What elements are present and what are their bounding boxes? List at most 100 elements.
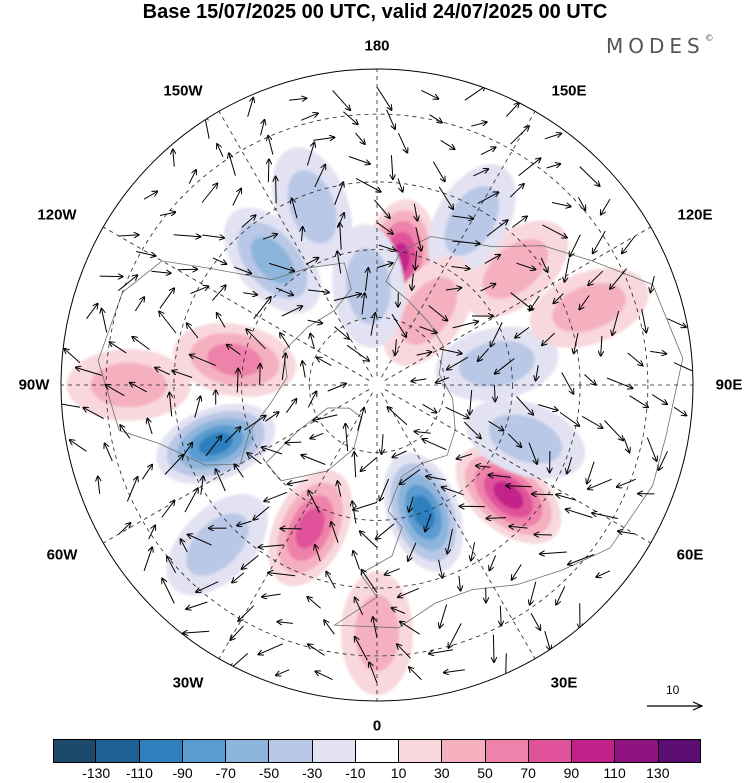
wind-vector — [281, 306, 302, 317]
wind-vector — [183, 631, 210, 633]
wind-vector — [188, 170, 196, 184]
wind-vector — [159, 212, 175, 215]
wind-vector — [579, 166, 600, 186]
wind-vector — [216, 469, 226, 492]
wind-vector — [650, 275, 655, 292]
wind-vector — [61, 402, 80, 408]
wind-vector — [673, 406, 686, 415]
wind-vector — [505, 103, 519, 117]
colorbar-swatch — [269, 739, 313, 763]
wind-vector — [428, 305, 448, 321]
wind-vector — [387, 407, 408, 426]
wind-vector — [646, 437, 656, 461]
wind-vector — [489, 555, 497, 570]
anomaly-center — [465, 399, 586, 479]
wind-vector — [397, 178, 403, 191]
wind-vector — [486, 518, 507, 519]
wind-vector — [470, 389, 472, 414]
colorbar-swatch — [442, 739, 486, 763]
wind-vector — [332, 90, 351, 110]
wind-vector — [205, 436, 221, 457]
wind-vector — [400, 469, 421, 485]
wind-vector — [164, 455, 183, 475]
wind-vector — [317, 358, 332, 367]
wind-vector — [397, 132, 407, 153]
wind-vector — [361, 456, 378, 471]
wind-vector — [288, 479, 309, 484]
wind-vector — [308, 491, 320, 513]
wind-vector — [579, 295, 590, 310]
wind-vector — [477, 192, 499, 204]
wind-vector — [237, 520, 252, 525]
anomaly-contour — [552, 283, 626, 333]
wind-vector — [148, 526, 155, 540]
colorbar-swatch — [658, 739, 701, 763]
wind-vector — [412, 273, 414, 289]
wind-vector — [538, 404, 557, 411]
colorbar-tick-label: -70 — [215, 765, 236, 781]
colorbar-tick-label: 110 — [603, 765, 626, 781]
coastline — [97, 260, 352, 466]
anomaly-contour — [295, 507, 325, 549]
wind-vector — [143, 547, 152, 571]
wind-vector — [337, 481, 340, 497]
colorbar-tick-label: -90 — [172, 765, 193, 781]
wind-vector — [232, 572, 245, 583]
wind-vector — [190, 355, 216, 366]
wind-vector — [143, 192, 157, 200]
wind-vector — [159, 288, 174, 309]
wind-vector — [130, 383, 148, 393]
wind-vector — [415, 250, 417, 270]
wind-vector — [234, 464, 244, 478]
colorbar-swatch — [399, 739, 443, 763]
wind-vector — [584, 374, 595, 385]
wind-vector — [188, 535, 212, 546]
lon-label-0: 0 — [372, 717, 382, 735]
wind-vector — [516, 396, 534, 415]
wind-vector — [345, 424, 347, 452]
wind-vector — [588, 478, 612, 489]
wind-vector — [202, 235, 224, 238]
wind-vector — [574, 332, 579, 353]
wind-vector — [105, 385, 125, 397]
wind-vector — [429, 114, 442, 123]
wind-vector — [409, 667, 422, 680]
wind-vector — [337, 251, 342, 274]
wind-vector — [247, 98, 254, 117]
wind-vector — [480, 284, 496, 292]
wind-vector — [373, 617, 378, 638]
wind-vector — [622, 235, 636, 253]
wind-vector — [587, 461, 595, 484]
wind-vector — [415, 227, 421, 251]
wind-vector — [186, 601, 208, 609]
colorbar-tick-label: -30 — [302, 765, 323, 781]
wind-vector — [510, 126, 529, 145]
wind-vector — [84, 408, 104, 420]
wind-vector — [224, 427, 241, 443]
wind-vector — [260, 120, 265, 136]
wind-vector — [118, 523, 130, 535]
wind-vector — [289, 98, 306, 100]
colorbar-tick-label: -10 — [345, 765, 366, 781]
brand-logo: MODES© — [606, 34, 714, 58]
wind-vector — [515, 326, 530, 337]
wind-vector — [292, 199, 298, 219]
wind-vector — [488, 420, 504, 430]
wind-vector — [447, 528, 453, 554]
colorbar-swatch — [96, 739, 140, 763]
wind-vector — [280, 333, 291, 349]
wind-vector — [196, 581, 219, 592]
wind-vector — [285, 442, 302, 443]
wind-vector — [360, 531, 378, 548]
wind-vector — [392, 450, 407, 457]
wind-vector — [136, 251, 155, 256]
wind-vector — [102, 309, 108, 333]
latitude-circle — [241, 249, 513, 521]
wind-vector — [440, 139, 455, 149]
colorbar-tick-label: 90 — [563, 765, 580, 781]
lon-label-180: 180 — [364, 37, 390, 55]
lon-label-60w: 60W — [46, 546, 78, 564]
wind-vector — [561, 372, 574, 393]
wind-vector — [452, 241, 480, 244]
